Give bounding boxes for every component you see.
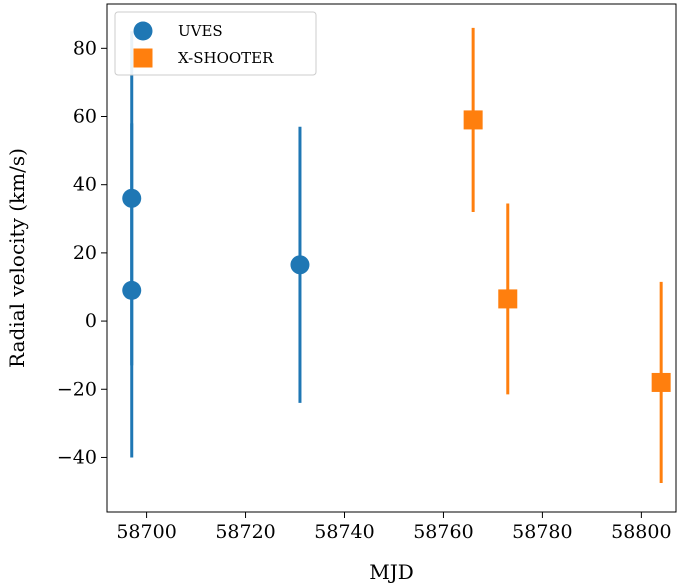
x-tick-label: 58760 <box>413 521 473 543</box>
x-shooter-data-point <box>463 110 483 130</box>
uves-data-point <box>290 255 310 275</box>
x-tick-label: 58700 <box>116 521 176 543</box>
y-tick-label: 60 <box>73 106 97 128</box>
x-tick-label: 58740 <box>314 521 374 543</box>
legend-marker-uves <box>133 21 153 41</box>
legend-marker-x-shooter <box>133 48 153 68</box>
plot-area-frame <box>106 3 677 513</box>
y-axis-title: Radial velocity (km/s) <box>5 148 29 368</box>
legend-label-x-shooter: X-SHOOTER <box>178 49 274 67</box>
y-tick-label: 40 <box>73 174 97 196</box>
x-tick-label: 58720 <box>215 521 275 543</box>
x-axis-title: MJD <box>369 560 414 584</box>
legend-box <box>114 11 317 76</box>
y-tick-label: 20 <box>73 242 97 264</box>
y-tick-label: −20 <box>57 378 97 400</box>
x-tick-label: 58780 <box>512 521 572 543</box>
y-tick-label: −40 <box>57 446 97 468</box>
ticks-layer: 58700 58720 58740 58760 58780 58800 −40 −20 0 20 4… <box>57 37 672 543</box>
x-tick-label: 58800 <box>611 521 671 543</box>
errorbars-layer <box>130 27 663 484</box>
legend: UVES X-SHOOTER <box>114 11 317 76</box>
uves-data-point <box>122 280 142 300</box>
markers-layer <box>122 110 671 392</box>
y-tick-label: 80 <box>73 37 97 59</box>
y-tick-label: 0 <box>85 310 97 332</box>
x-shooter-data-point <box>651 372 671 392</box>
uves-data-point <box>122 188 142 208</box>
legend-label-uves: UVES <box>178 22 223 40</box>
x-shooter-data-point <box>498 289 518 309</box>
